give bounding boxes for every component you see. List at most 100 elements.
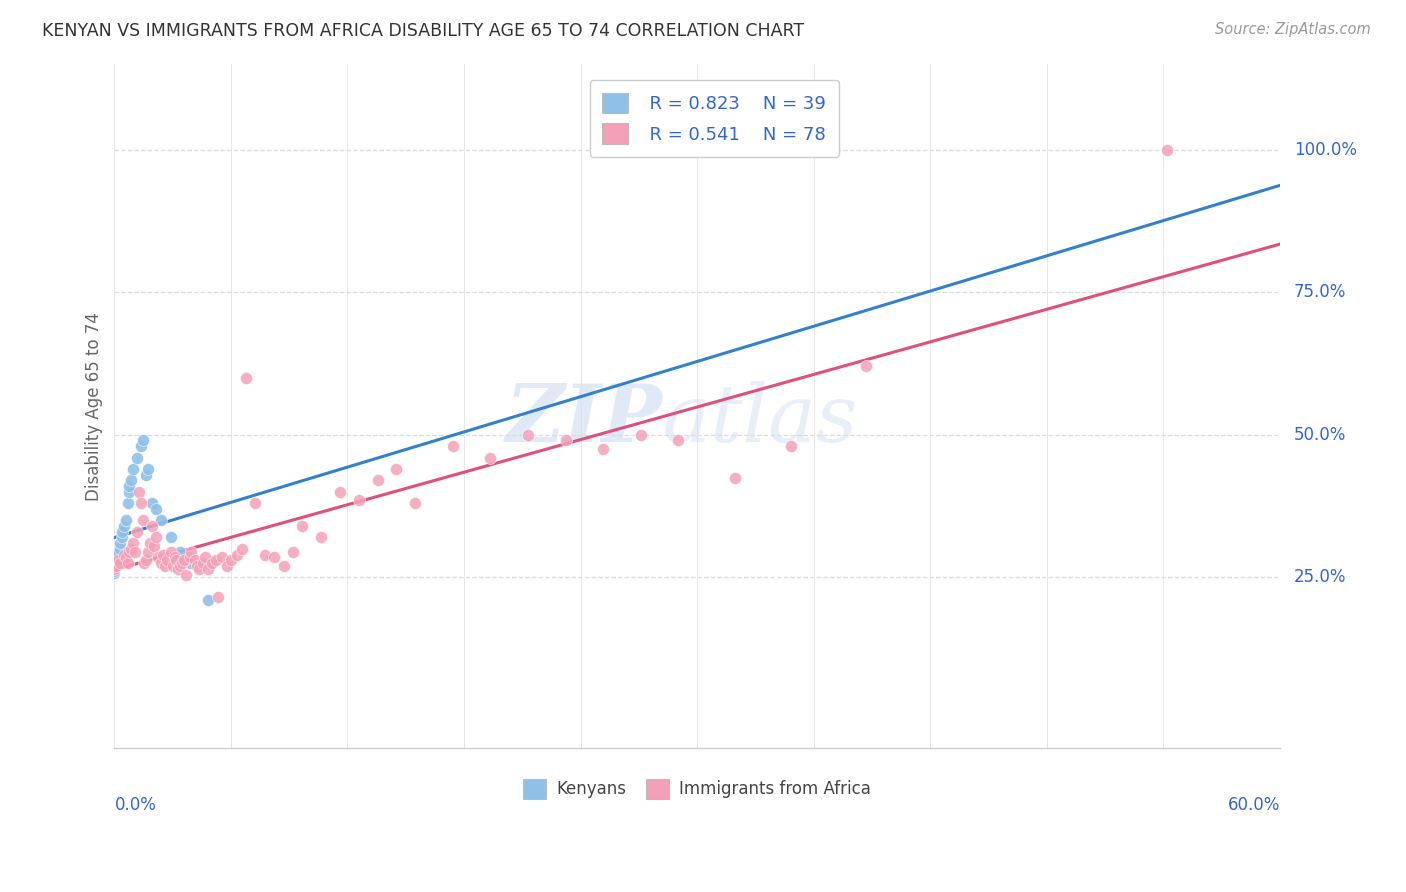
Point bbox=[235, 370, 257, 384]
Point bbox=[136, 545, 159, 559]
Point bbox=[165, 553, 187, 567]
Point bbox=[159, 545, 181, 559]
Point bbox=[125, 524, 148, 539]
Point bbox=[139, 536, 162, 550]
Point bbox=[253, 548, 276, 562]
Text: Source: ZipAtlas.com: Source: ZipAtlas.com bbox=[1215, 22, 1371, 37]
Point bbox=[103, 560, 125, 574]
Point bbox=[186, 558, 208, 573]
Point bbox=[108, 556, 131, 570]
Point bbox=[103, 564, 125, 578]
Point bbox=[554, 434, 576, 448]
Point bbox=[159, 531, 181, 545]
Point bbox=[385, 462, 408, 476]
Point bbox=[630, 427, 652, 442]
Point bbox=[103, 565, 125, 579]
Text: 0.0%: 0.0% bbox=[114, 797, 156, 814]
Point bbox=[124, 545, 146, 559]
Point bbox=[205, 553, 228, 567]
Point bbox=[141, 496, 163, 510]
Point bbox=[128, 484, 150, 499]
Point bbox=[184, 553, 207, 567]
Point bbox=[129, 439, 152, 453]
Point bbox=[156, 553, 179, 567]
Point bbox=[780, 439, 803, 453]
Point bbox=[162, 558, 184, 573]
Text: KENYAN VS IMMIGRANTS FROM AFRICA DISABILITY AGE 65 TO 74 CORRELATION CHART: KENYAN VS IMMIGRANTS FROM AFRICA DISABIL… bbox=[42, 22, 804, 40]
Point bbox=[479, 450, 502, 465]
Point bbox=[135, 553, 157, 567]
Point bbox=[108, 536, 131, 550]
Point bbox=[105, 553, 128, 567]
Point bbox=[329, 484, 352, 499]
Point bbox=[103, 560, 125, 574]
Point bbox=[145, 531, 167, 545]
Point bbox=[122, 536, 145, 550]
Point bbox=[129, 496, 152, 510]
Point bbox=[111, 524, 134, 539]
Point bbox=[134, 556, 156, 570]
Point bbox=[103, 560, 125, 574]
Point bbox=[273, 558, 295, 573]
Point bbox=[291, 519, 314, 533]
Point bbox=[516, 427, 538, 442]
Point bbox=[152, 548, 174, 562]
Text: 100.0%: 100.0% bbox=[1294, 141, 1357, 159]
Point bbox=[197, 562, 219, 576]
Point bbox=[103, 562, 125, 576]
Point bbox=[173, 553, 195, 567]
Point bbox=[120, 474, 142, 488]
Point bbox=[114, 513, 136, 527]
Point bbox=[112, 548, 135, 562]
Point bbox=[114, 550, 136, 565]
Point bbox=[135, 467, 157, 482]
Point bbox=[201, 556, 224, 570]
Point bbox=[347, 493, 370, 508]
Point bbox=[855, 359, 877, 374]
Point bbox=[153, 558, 176, 573]
Text: ZIP: ZIP bbox=[505, 381, 662, 458]
Point bbox=[117, 556, 139, 570]
Point bbox=[441, 439, 464, 453]
Point bbox=[231, 541, 253, 556]
Point bbox=[103, 558, 125, 573]
Point bbox=[245, 496, 267, 510]
Point bbox=[167, 562, 190, 576]
Point bbox=[207, 591, 229, 605]
Point bbox=[103, 558, 125, 572]
Text: 60.0%: 60.0% bbox=[1227, 797, 1279, 814]
Point bbox=[666, 434, 689, 448]
Point bbox=[103, 556, 125, 570]
Text: 25.0%: 25.0% bbox=[1294, 568, 1347, 586]
Point bbox=[211, 550, 233, 565]
Point bbox=[118, 479, 141, 493]
Point bbox=[404, 496, 426, 510]
Point bbox=[122, 462, 145, 476]
Point bbox=[103, 558, 125, 572]
Point bbox=[592, 442, 614, 456]
Point bbox=[169, 558, 191, 573]
Point bbox=[141, 519, 163, 533]
Point bbox=[281, 545, 304, 559]
Text: 75.0%: 75.0% bbox=[1294, 283, 1346, 301]
Point bbox=[105, 556, 128, 570]
Point bbox=[1156, 143, 1178, 157]
Point bbox=[145, 502, 167, 516]
Point bbox=[150, 513, 173, 527]
Text: atlas: atlas bbox=[662, 381, 858, 458]
Point bbox=[107, 553, 129, 567]
Point bbox=[142, 539, 165, 553]
Point bbox=[118, 545, 141, 559]
Point bbox=[188, 562, 211, 576]
Point bbox=[225, 548, 247, 562]
Point bbox=[179, 550, 201, 565]
Point bbox=[724, 470, 747, 484]
Point bbox=[107, 548, 129, 562]
Point bbox=[103, 562, 125, 576]
Point bbox=[367, 474, 389, 488]
Point bbox=[263, 550, 285, 565]
Point bbox=[309, 531, 332, 545]
Point bbox=[217, 558, 239, 573]
Point bbox=[108, 541, 131, 556]
Point bbox=[103, 566, 125, 580]
